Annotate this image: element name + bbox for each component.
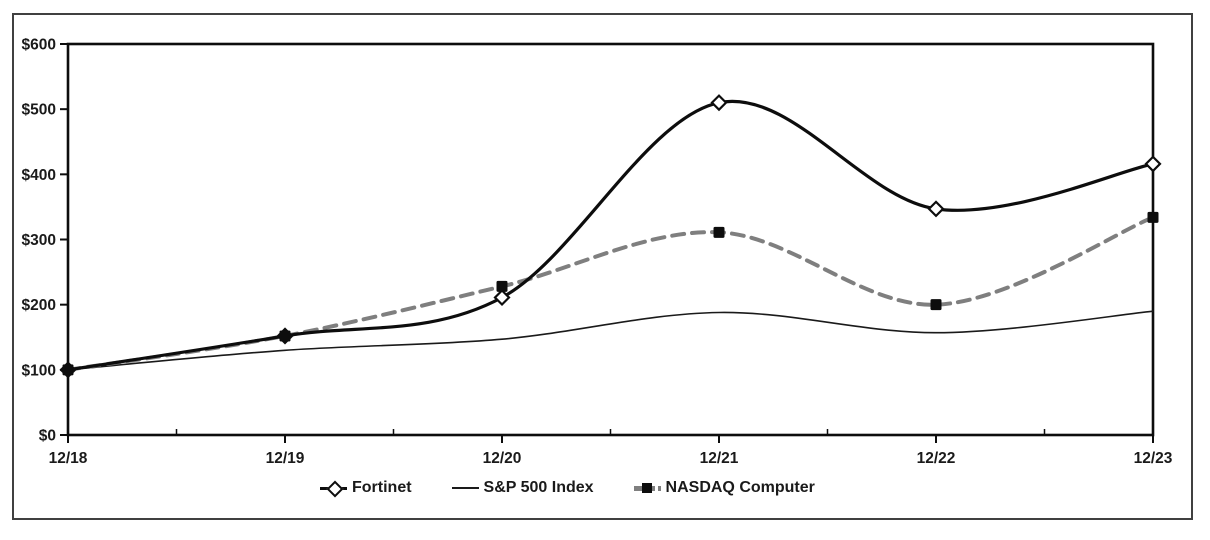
filled-square-marker-icon — [713, 226, 725, 238]
filled-square-marker-icon — [62, 364, 74, 376]
filled-square-marker-icon — [642, 483, 653, 493]
x-axis-tick-label: 12/19 — [266, 450, 305, 467]
legend-item-sp500: S&P 500 Index — [451, 477, 594, 499]
legend-label-nasdaq: NASDAQ Computer — [665, 479, 815, 496]
x-axis-tick-label: 12/23 — [1134, 450, 1173, 467]
legend-item-fortinet: Fortinet — [320, 477, 412, 499]
filled-square-marker-icon — [496, 280, 508, 292]
filled-square-marker-icon — [279, 330, 291, 342]
y-axis-tick-label: $100 — [22, 362, 56, 379]
open-diamond-marker-icon — [927, 200, 945, 218]
plot-border — [66, 42, 1155, 437]
y-axis-tick-label: $0 — [39, 428, 56, 445]
x-axis-tick-label: 12/21 — [700, 450, 739, 467]
open-diamond-marker-icon — [326, 480, 343, 498]
thin-line-icon — [451, 487, 479, 489]
open-diamond-marker-icon — [710, 94, 728, 112]
filled-square-marker-icon — [1147, 211, 1159, 223]
nasdaq-line-sample-icon — [633, 477, 661, 499]
y-axis-tick-label: $400 — [22, 167, 56, 184]
y-axis-tick-label: $600 — [22, 37, 56, 54]
y-axis-tick-label: $200 — [22, 297, 56, 314]
y-axis-tick-label: $500 — [22, 102, 56, 119]
x-axis-tick-label: 12/20 — [483, 450, 522, 467]
legend-label-fortinet: Fortinet — [352, 479, 412, 496]
x-axis-tick-label: 12/22 — [917, 450, 956, 467]
legend-label-sp500: S&P 500 Index — [483, 479, 594, 496]
series-line-fortinet — [66, 99, 1155, 372]
chart-legend: Fortinet S&P 500 Index NASDAQ Computer — [320, 477, 815, 499]
filled-square-marker-icon — [930, 299, 942, 311]
fortinet-line-sample-icon — [320, 477, 347, 499]
y-axis-tick-label: $300 — [22, 232, 56, 249]
series-line-nasdaq-computer — [66, 215, 1155, 372]
sp500-line-sample-icon — [451, 477, 479, 499]
series-line-s-p-500-index — [67, 310, 1154, 371]
x-axis-tick-label: 12/18 — [49, 450, 88, 467]
open-diamond-marker-icon — [1144, 155, 1162, 173]
open-diamond-marker-icon — [493, 288, 511, 307]
legend-item-nasdaq: NASDAQ Computer — [633, 477, 815, 499]
